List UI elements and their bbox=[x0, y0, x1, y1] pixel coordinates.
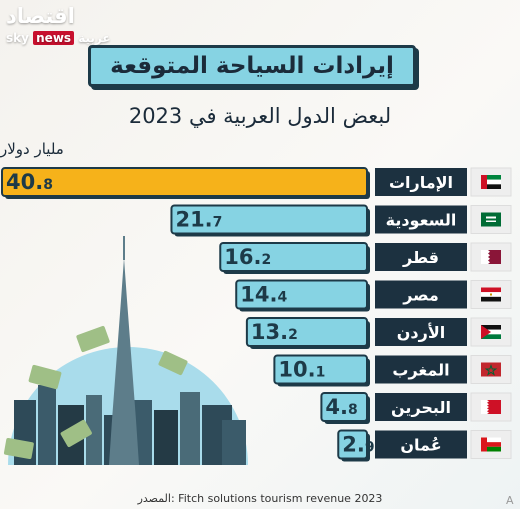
flag-part bbox=[481, 175, 487, 189]
bar bbox=[170, 204, 368, 235]
category-label: البحرين bbox=[391, 398, 451, 417]
value-label-decimal: 2 bbox=[261, 252, 271, 268]
value-label: 21.7 bbox=[175, 208, 222, 232]
flag-part bbox=[481, 334, 501, 339]
value-label: 13.2 bbox=[251, 320, 298, 344]
bar bbox=[273, 354, 369, 385]
qatar-flag-icon bbox=[481, 250, 501, 264]
bar bbox=[320, 392, 369, 422]
flag-part bbox=[481, 287, 501, 293]
brand-arabic-name: اقتصاد bbox=[6, 4, 75, 28]
value-label: 14.4 bbox=[240, 283, 287, 307]
title-box: إيرادات السياحة المتوقعة bbox=[88, 45, 416, 87]
category-label-box bbox=[375, 355, 467, 384]
flag-part bbox=[481, 325, 501, 330]
flag-part bbox=[481, 250, 490, 264]
flag-part bbox=[481, 437, 487, 452]
uae-flag-icon bbox=[481, 175, 501, 189]
value-label: 10.1 bbox=[278, 358, 325, 382]
flag-part bbox=[481, 400, 489, 414]
egypt-flag-icon bbox=[481, 287, 501, 302]
value-label-integer: 16. bbox=[224, 245, 261, 269]
jordan-flag-icon bbox=[481, 325, 501, 339]
corner-mark: A bbox=[506, 494, 514, 507]
money-bills bbox=[3, 325, 188, 459]
brand-logo: اقتصاد sky news عربية bbox=[6, 4, 111, 50]
flag-part bbox=[481, 175, 501, 180]
bar bbox=[337, 429, 369, 460]
value-label-decimal: 1 bbox=[316, 365, 326, 381]
value-label: 2.9 bbox=[342, 433, 374, 457]
tower-spire bbox=[123, 236, 125, 260]
value-label-integer: 40. bbox=[6, 170, 43, 194]
saudi-flag-icon bbox=[481, 212, 501, 227]
flag-part bbox=[481, 437, 501, 443]
category-label-box bbox=[375, 393, 467, 421]
flag-box bbox=[470, 392, 512, 422]
unit-label: مليار دولار bbox=[0, 140, 64, 158]
value-label-decimal: 8 bbox=[348, 402, 358, 418]
value-label-integer: 4. bbox=[325, 395, 348, 419]
category-label: السعودية bbox=[386, 211, 457, 230]
source-note: المصدر: Fitch solutions tourism revenue … bbox=[137, 492, 383, 505]
flag-box bbox=[470, 280, 512, 309]
bar bbox=[1, 167, 368, 197]
flag-part bbox=[481, 179, 501, 185]
chart-title: إيرادات السياحة المتوقعة bbox=[110, 53, 394, 79]
value-label-integer: 14. bbox=[240, 283, 277, 307]
category-label: عُمان bbox=[400, 436, 441, 455]
flag-part bbox=[481, 446, 501, 452]
brand-sky: sky bbox=[6, 31, 29, 45]
chart-subtitle: لبعض الدول العربية في 2023 bbox=[128, 104, 392, 128]
flag-part bbox=[481, 442, 501, 447]
flag-part bbox=[481, 296, 501, 302]
flag-part bbox=[481, 362, 501, 377]
category-label-box bbox=[375, 168, 467, 196]
category-label-box bbox=[375, 318, 467, 346]
brand-news: news bbox=[33, 31, 75, 45]
value-label: 40.8 bbox=[6, 170, 53, 194]
flag-part bbox=[484, 363, 498, 376]
brand-arabic-sub: عربية bbox=[78, 31, 111, 45]
flag-part bbox=[481, 212, 501, 227]
flag-part bbox=[490, 293, 492, 296]
burj-khalifa-tower bbox=[109, 258, 139, 465]
value-label-decimal: 2 bbox=[288, 327, 298, 343]
value-label-integer: 10. bbox=[278, 358, 315, 382]
category-label: المغرب bbox=[392, 361, 449, 380]
bar bbox=[235, 279, 368, 310]
brand-sky-news: sky news عربية bbox=[6, 31, 111, 45]
category-label-box bbox=[375, 243, 467, 271]
morocco-flag-icon bbox=[481, 362, 501, 377]
value-label-decimal: 4 bbox=[277, 290, 287, 306]
value-label-decimal: 8 bbox=[43, 177, 53, 193]
category-label: الإمارات bbox=[389, 173, 453, 192]
category-label-box bbox=[375, 205, 467, 234]
flag-part bbox=[481, 184, 501, 189]
flag-part bbox=[486, 216, 496, 219]
value-label: 16.2 bbox=[224, 245, 271, 269]
value-label-integer: 21. bbox=[175, 208, 212, 232]
category-label: الأردن bbox=[397, 323, 445, 342]
flag-part bbox=[486, 220, 496, 222]
category-label-box bbox=[375, 430, 467, 459]
bar bbox=[245, 317, 368, 347]
bar bbox=[219, 242, 368, 272]
flag-part bbox=[481, 325, 491, 339]
value-label-decimal: 9 bbox=[365, 440, 375, 456]
value-label: 4.8 bbox=[325, 395, 357, 419]
value-label-integer: 13. bbox=[251, 320, 288, 344]
oman-flag-icon bbox=[481, 437, 501, 452]
category-label-box bbox=[375, 280, 467, 309]
category-label: قطر bbox=[402, 248, 439, 267]
category-label: مصر bbox=[402, 286, 439, 305]
value-label-integer: 2. bbox=[342, 433, 365, 457]
bahrain-flag-icon bbox=[481, 400, 501, 414]
value-label-decimal: 7 bbox=[213, 215, 223, 231]
